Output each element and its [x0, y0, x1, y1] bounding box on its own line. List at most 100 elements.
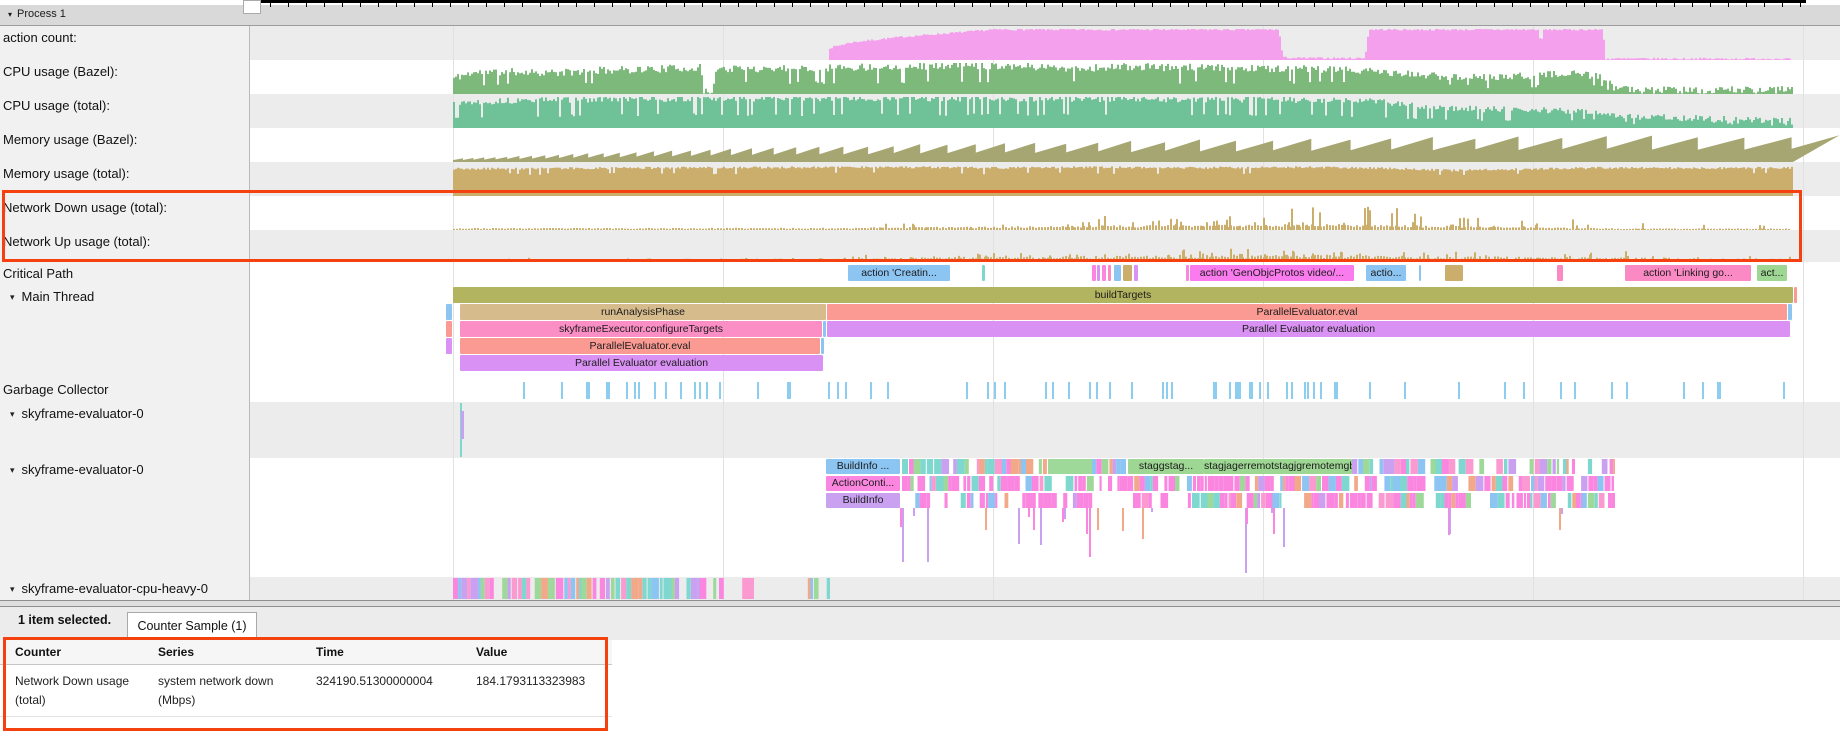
cpu-total-chart[interactable]: [250, 94, 1840, 128]
gc-tick[interactable]: [1045, 382, 1047, 399]
slice[interactable]: action 'GenObjcProtos video/...: [1190, 265, 1354, 281]
slice-sliver[interactable]: [982, 265, 985, 281]
slice[interactable]: stagjagerremotstagjgremotemgb.remot...: [1204, 459, 1352, 474]
gc-tick[interactable]: [608, 382, 610, 399]
gc-tick[interactable]: [586, 382, 588, 399]
slice-sliver[interactable]: [446, 304, 452, 320]
gc-tick[interactable]: [680, 382, 682, 399]
gc-tick[interactable]: [828, 382, 830, 399]
dense-slices-skyframe2-r0-solid[interactable]: [1048, 459, 1092, 474]
track-row-net-down[interactable]: [250, 196, 1840, 230]
track-row-skyframe-evaluator-0-a[interactable]: [250, 402, 1840, 458]
dense-slices-cpu-heavy-a[interactable]: [453, 578, 700, 599]
mem-bazel-chart[interactable]: [250, 128, 1840, 162]
gc-tick[interactable]: [966, 382, 968, 399]
slice-sliver[interactable]: [1114, 265, 1121, 281]
gc-tick[interactable]: [1717, 382, 1719, 399]
process-header[interactable]: ▾ Process 1: [8, 8, 66, 20]
gc-tick[interactable]: [654, 382, 656, 399]
slice-sliver[interactable]: [1097, 265, 1100, 281]
gc-tick[interactable]: [606, 382, 608, 399]
dense-slices-skyframe2-r2-a[interactable]: [905, 493, 1095, 508]
tab-counter-sample[interactable]: Counter Sample (1): [127, 612, 257, 640]
gc-tick[interactable]: [1683, 382, 1685, 399]
slice-sliver[interactable]: [1794, 287, 1797, 303]
track-label-skyframe-evaluator-0-b[interactable]: ▾ skyframe-evaluator-0: [10, 462, 256, 477]
gc-tick[interactable]: [837, 382, 839, 399]
slice[interactable]: BuildInfo ...: [826, 459, 900, 474]
dense-slices-skyframe2-r0-a[interactable]: [902, 459, 1048, 474]
slice-sliver[interactable]: [1419, 265, 1421, 281]
gc-tick[interactable]: [1239, 382, 1241, 399]
gc-tick[interactable]: [1249, 382, 1251, 399]
gc-tick[interactable]: [1068, 382, 1070, 399]
slice-sliver[interactable]: [821, 338, 824, 354]
gc-tick[interactable]: [1304, 382, 1306, 399]
gc-tick[interactable]: [994, 382, 996, 399]
slice[interactable]: action 'Creatin...: [848, 265, 950, 281]
collapse-arrow-icon[interactable]: ▾: [10, 584, 15, 594]
gc-tick[interactable]: [1574, 382, 1576, 399]
gc-tick[interactable]: [1235, 382, 1237, 399]
gc-tick[interactable]: [1251, 382, 1253, 399]
gc-tick[interactable]: [1702, 382, 1704, 399]
gc-tick[interactable]: [719, 382, 721, 399]
gc-tick[interactable]: [1523, 382, 1525, 399]
slice-sliver[interactable]: [1557, 265, 1563, 281]
gc-tick[interactable]: [1369, 382, 1371, 399]
gc-tick[interactable]: [1267, 382, 1269, 399]
slice-sliver[interactable]: [1108, 265, 1111, 281]
dense-slices-skyframe2-r0-c[interactable]: [1352, 459, 1615, 474]
net-up-chart[interactable]: [250, 230, 1840, 262]
track-row-critical-path[interactable]: [250, 262, 1840, 285]
slice[interactable]: buildTargets: [453, 287, 1793, 303]
gc-tick[interactable]: [1626, 382, 1628, 399]
gc-tick[interactable]: [845, 382, 847, 399]
track-row-net-up[interactable]: [250, 230, 1840, 262]
slice-sliver[interactable]: [1123, 265, 1132, 281]
slice-sliver[interactable]: [446, 321, 452, 337]
collapse-arrow-icon[interactable]: ▾: [10, 465, 15, 475]
gc-tick[interactable]: [1504, 382, 1506, 399]
gc-tick[interactable]: [1214, 382, 1216, 399]
gc-tick[interactable]: [638, 382, 640, 399]
slice[interactable]: ActionConti...: [826, 476, 900, 491]
gc-tick[interactable]: [1783, 382, 1785, 399]
cpu-bazel-chart[interactable]: [250, 60, 1840, 94]
gc-tick[interactable]: [1131, 382, 1133, 399]
slice[interactable]: staggstag...: [1128, 459, 1204, 474]
track-label-main-thread[interactable]: ▾ Main Thread: [10, 289, 256, 304]
gc-tick[interactable]: [1215, 382, 1217, 399]
gc-tick[interactable]: [1229, 382, 1231, 399]
gc-tick[interactable]: [987, 382, 989, 399]
gc-tick[interactable]: [1089, 382, 1091, 399]
slice-sliver[interactable]: [1788, 304, 1792, 320]
slice-sliver[interactable]: [823, 321, 826, 337]
gc-tick[interactable]: [1166, 382, 1168, 399]
gc-tick[interactable]: [1259, 382, 1261, 399]
slice[interactable]: BuildInfo: [826, 493, 900, 508]
slice[interactable]: act...: [1757, 265, 1787, 281]
dense-slices-cpu-heavy-b[interactable]: [700, 578, 830, 599]
track-row-skyframe-evaluator-cpu-heavy-0[interactable]: [250, 577, 1840, 600]
slice-sliver[interactable]: [1092, 265, 1096, 281]
gc-tick[interactable]: [1320, 382, 1322, 399]
net-down-chart[interactable]: [250, 196, 1840, 230]
gc-tick[interactable]: [706, 382, 708, 399]
collapse-arrow-icon[interactable]: ▾: [10, 292, 15, 302]
gc-tick[interactable]: [588, 382, 590, 399]
gc-tick[interactable]: [523, 382, 525, 399]
gc-tick[interactable]: [1404, 382, 1406, 399]
gc-tick[interactable]: [887, 382, 889, 399]
track-label-skyframe-evaluator-cpu-heavy-0[interactable]: ▾ skyframe-evaluator-cpu-heavy-0: [10, 581, 256, 596]
slice-sliver[interactable]: [1102, 265, 1106, 281]
gc-tick[interactable]: [870, 382, 872, 399]
gc-tick[interactable]: [1162, 382, 1164, 399]
gc-tick[interactable]: [1336, 382, 1338, 399]
slice-sliver[interactable]: [1445, 265, 1463, 281]
mem-total-chart[interactable]: [250, 162, 1840, 196]
gc-tick[interactable]: [1171, 382, 1173, 399]
action-count-chart[interactable]: [250, 26, 1840, 60]
gc-tick[interactable]: [1052, 382, 1054, 399]
table-row[interactable]: Network Down usage (total) system network…: [0, 664, 612, 717]
